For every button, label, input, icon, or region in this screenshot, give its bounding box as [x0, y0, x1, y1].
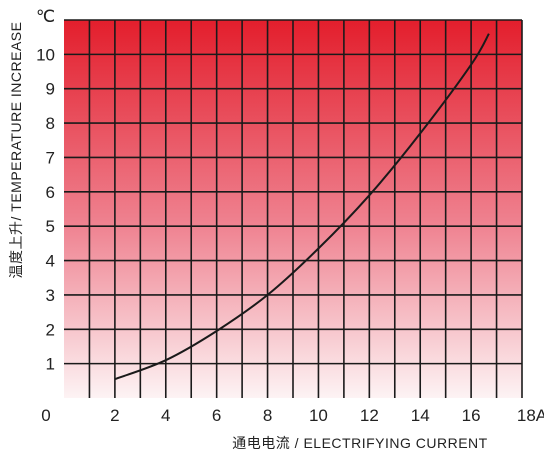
y-tick-label: 1 [46, 355, 55, 374]
y-tick-label: 3 [46, 286, 55, 305]
y-unit-label: ℃ [36, 7, 55, 26]
y-axis-title: 温度上升/ TEMPERATURE INCREASE [8, 22, 24, 279]
x-tick-label: 0 [41, 406, 50, 425]
y-tick-label: 10 [36, 45, 55, 64]
series-line [114, 33, 490, 381]
y-tick-label: 6 [46, 183, 55, 202]
x-tick-label: 6 [212, 406, 221, 425]
x-axis-title: 通电电流 / ELECTRIFYING CURRENT [232, 435, 487, 451]
x-tick-label: 16 [462, 406, 481, 425]
y-tick-label: 8 [46, 114, 55, 133]
x-tick-label: 14 [411, 406, 430, 425]
y-tick-label: 2 [46, 320, 55, 339]
y-tick-label: 5 [46, 217, 55, 236]
x-tick-label: 18A [517, 406, 544, 425]
x-tick-label: 10 [309, 406, 328, 425]
grid [64, 19, 523, 398]
y-tick-label: 7 [46, 148, 55, 167]
x-tick-label: 12 [360, 406, 379, 425]
x-tick-label: 8 [263, 406, 272, 425]
x-tick-label: 4 [161, 406, 170, 425]
x-tick-label: 2 [110, 406, 119, 425]
y-tick-label: 9 [46, 80, 55, 99]
y-tick-label: 4 [46, 252, 55, 271]
